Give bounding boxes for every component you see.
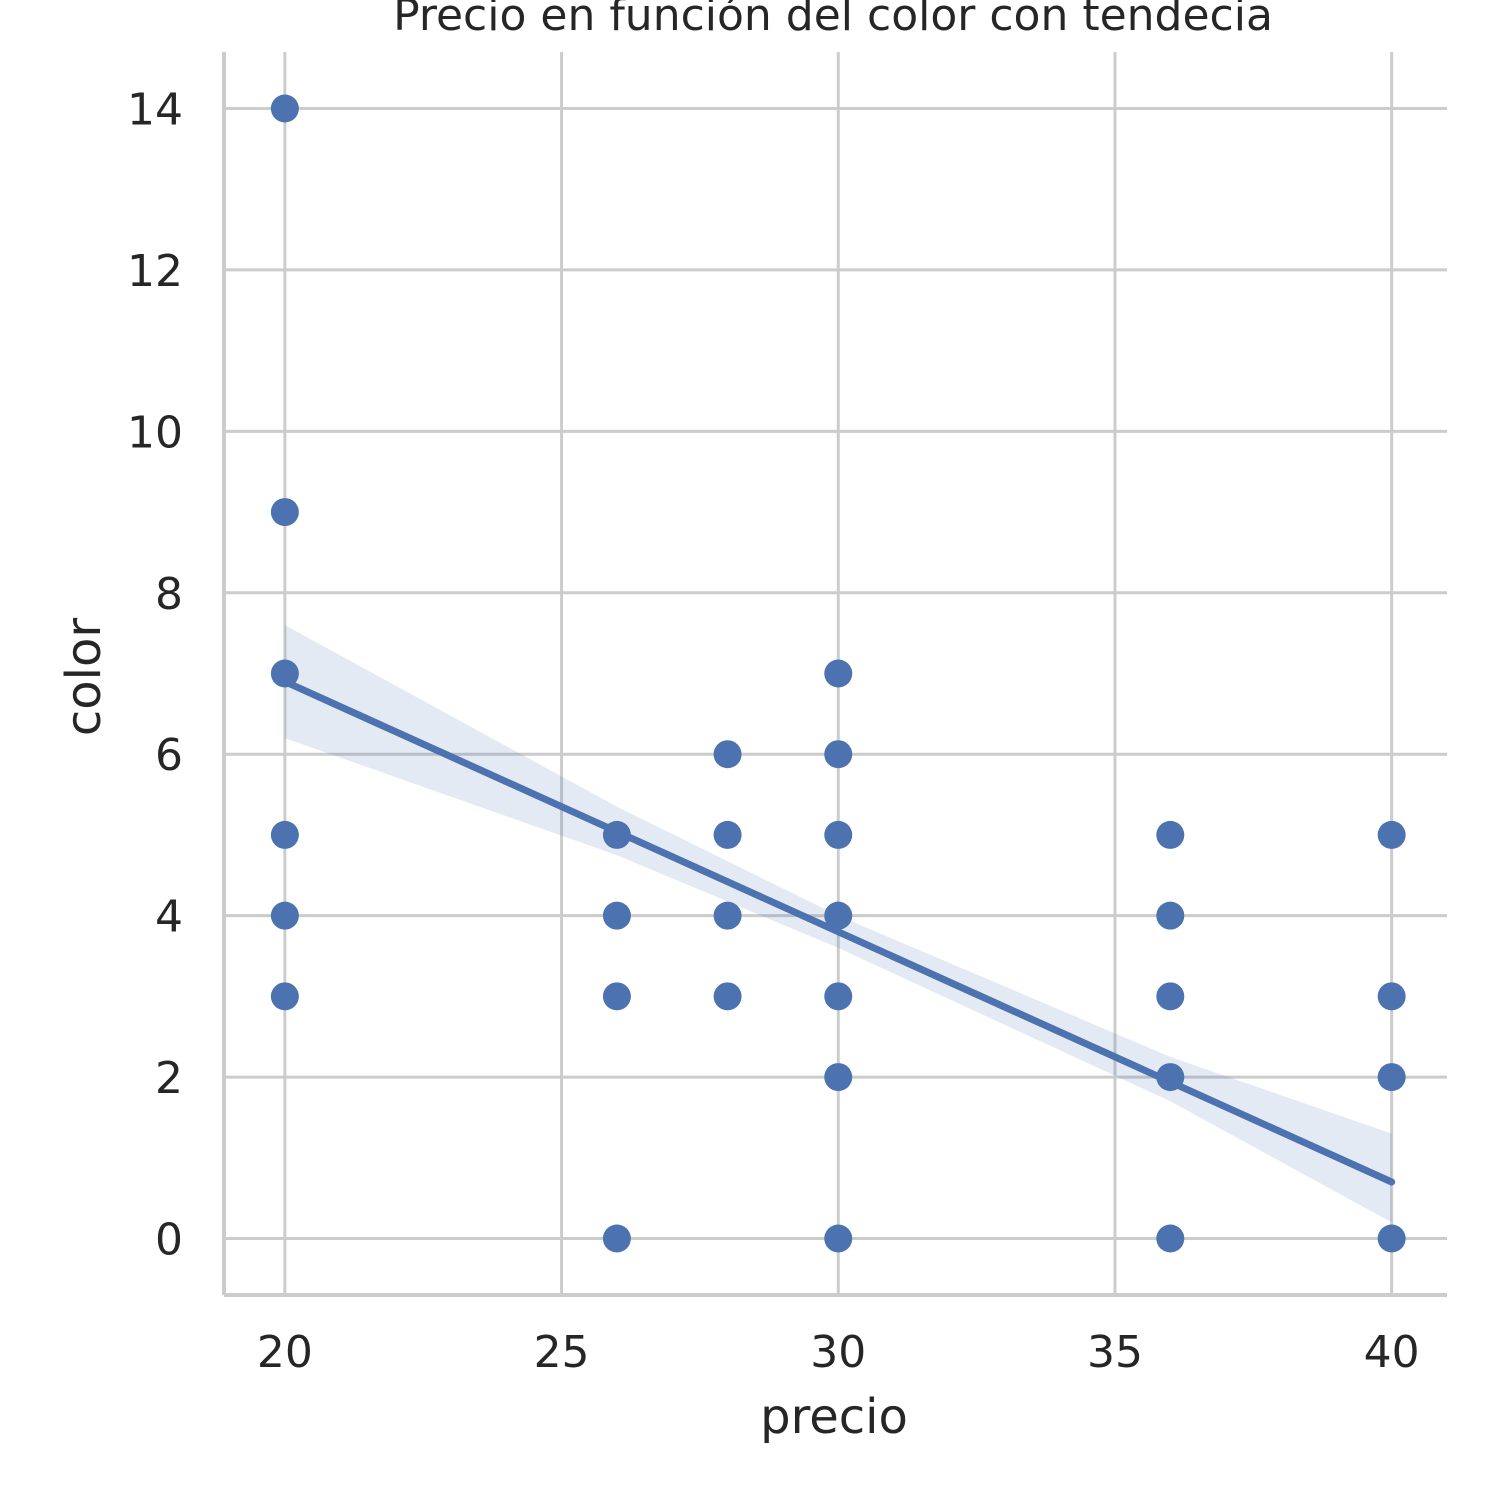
axis-spines — [222, 52, 1447, 1297]
chart-title: Precio en función del color con tendecia — [393, 0, 1273, 41]
scatter-points — [270, 94, 1406, 1253]
scatter-point — [713, 901, 742, 930]
y-tick-label: 14 — [127, 85, 183, 136]
scatter-point — [824, 982, 853, 1011]
x-tick-label: 40 — [1364, 1327, 1420, 1378]
trend-layer — [281, 678, 1396, 1186]
scatter-point — [1377, 820, 1406, 849]
scatter-point — [824, 901, 853, 930]
scatter-point — [1156, 901, 1185, 930]
scatter-point — [824, 659, 853, 688]
scatter-point — [270, 901, 299, 930]
x-tick-label: 25 — [534, 1327, 590, 1378]
scatter-point — [824, 820, 853, 849]
x-axis-label: precio — [760, 1389, 908, 1445]
scatter-point — [270, 820, 299, 849]
x-tick-labels: 20 25 30 35 40 — [257, 1327, 1420, 1378]
x-tick-label: 35 — [1087, 1327, 1143, 1378]
y-tick-label: 12 — [127, 246, 183, 297]
x-tick-label: 20 — [257, 1327, 313, 1378]
trend-line — [281, 678, 1396, 1186]
scatter-point — [713, 820, 742, 849]
scatter-point — [1156, 1224, 1185, 1253]
scatter-point — [270, 659, 299, 688]
y-tick-label: 10 — [127, 407, 183, 458]
scatter-point — [713, 982, 742, 1011]
scatter-point — [270, 982, 299, 1011]
scatter-point — [270, 498, 299, 527]
scatter-point — [602, 820, 631, 849]
scatter-point — [713, 740, 742, 769]
y-tick-label: 2 — [155, 1053, 183, 1104]
scatter-point — [1377, 982, 1406, 1011]
scatter-point — [602, 982, 631, 1011]
scatter-point — [270, 94, 299, 123]
scatter-point — [824, 740, 853, 769]
y-tick-label: 8 — [155, 569, 183, 620]
y-tick-label: 0 — [155, 1215, 183, 1266]
scatter-point — [1156, 1063, 1185, 1092]
scatter-point — [824, 1063, 853, 1092]
scatter-point — [602, 901, 631, 930]
y-axis-label: color — [56, 618, 112, 736]
scatter-point — [1156, 820, 1185, 849]
y-tick-label: 6 — [155, 730, 183, 781]
y-tick-labels: 0 2 4 6 8 10 12 14 — [127, 85, 183, 1266]
scatter-point — [1156, 982, 1185, 1011]
scatter-point — [824, 1224, 853, 1253]
scatter-point — [602, 1224, 631, 1253]
scatter-point — [1377, 1224, 1406, 1253]
x-tick-label: 30 — [810, 1327, 866, 1378]
y-tick-label: 4 — [155, 892, 183, 943]
scatter-point — [1377, 1063, 1406, 1092]
